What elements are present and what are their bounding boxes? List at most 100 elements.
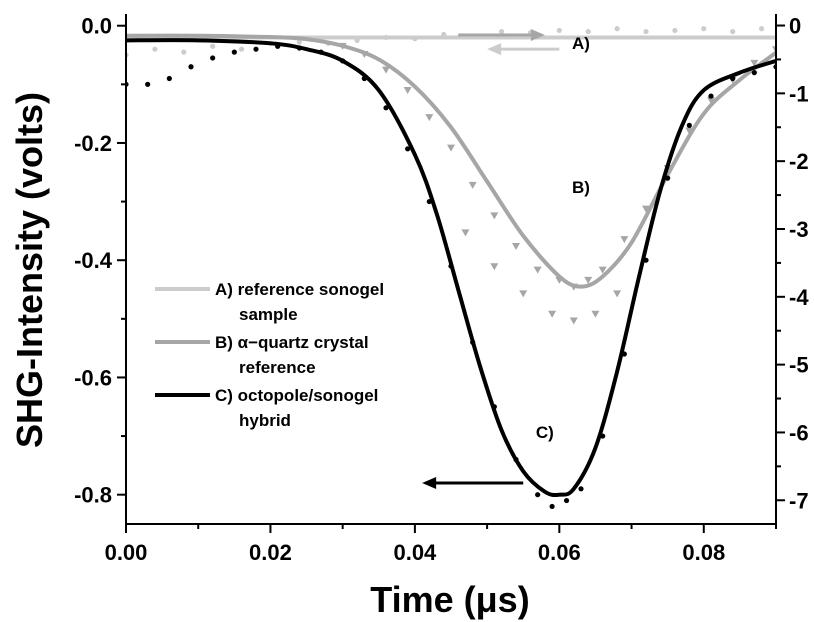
series-B-point xyxy=(490,212,499,220)
series-A-point xyxy=(441,31,447,38)
series-B-point xyxy=(555,276,564,284)
plot-area xyxy=(126,26,776,510)
series-B-point xyxy=(512,242,520,250)
series-C-point xyxy=(383,105,389,111)
series-B-extra-point xyxy=(613,290,622,298)
series-C-point xyxy=(751,70,757,76)
series-B-point xyxy=(382,66,390,74)
x-tick-label: 0.02 xyxy=(249,540,292,565)
series-C-point xyxy=(426,198,432,205)
series-A-point xyxy=(152,46,158,52)
y-tick-label: -0.6 xyxy=(74,365,112,390)
series-B-extra-point xyxy=(591,310,600,318)
series-C-point xyxy=(145,81,151,87)
series-B-point xyxy=(642,205,650,213)
y-tick-label: -0.2 xyxy=(74,131,112,156)
series-C-fit-line xyxy=(126,38,776,498)
series-C-point xyxy=(405,146,411,152)
x-axis-title: Time (μs) xyxy=(370,579,529,620)
series-B-point xyxy=(360,51,369,59)
series-A-point xyxy=(643,28,649,35)
series-B-point xyxy=(569,283,578,291)
series-C-point xyxy=(665,175,671,181)
legend-label-A-0: A) reference sonogel xyxy=(215,280,384,299)
series-C-point xyxy=(470,339,476,345)
series-C-point xyxy=(643,257,649,263)
series-A-point xyxy=(614,26,620,32)
y2-tick-label: -3 xyxy=(789,217,809,242)
legend-label-B-0: B) α−quartz crystal xyxy=(215,333,369,352)
series-B-point xyxy=(533,266,542,274)
series-C-point xyxy=(491,404,497,410)
series-A-point xyxy=(181,49,187,55)
series-B-point xyxy=(707,97,715,105)
series-C-point xyxy=(730,75,736,82)
series-B-extra-point xyxy=(490,263,499,271)
series-A-point xyxy=(556,27,562,34)
arrow-B-head xyxy=(530,29,545,42)
series-B-point xyxy=(468,181,477,189)
series-C-point xyxy=(296,45,302,51)
series-B-point xyxy=(598,266,607,274)
series-B-point xyxy=(447,144,455,152)
series-B-point xyxy=(425,114,434,122)
x-tick-label: 0.00 xyxy=(105,540,148,565)
series-A-point xyxy=(585,28,591,35)
y2-tick-label: -2 xyxy=(789,149,809,174)
series-A-point xyxy=(412,36,418,42)
series-C-point xyxy=(563,497,570,504)
series-A-point xyxy=(354,37,360,43)
series-B-extra-point xyxy=(548,310,557,318)
series-C-point xyxy=(188,64,194,70)
series-C-point xyxy=(549,503,555,510)
series-B-extra-point xyxy=(569,317,578,325)
y2-tick-label: -4 xyxy=(789,285,809,310)
series-B-point xyxy=(620,236,629,244)
series-A-point xyxy=(296,39,302,45)
series-C-point xyxy=(318,49,324,55)
series-B-point xyxy=(338,42,347,50)
series-A-point xyxy=(210,43,216,49)
x-tick-label: 0.08 xyxy=(682,540,725,565)
series-C-point xyxy=(708,93,714,99)
series-C-point xyxy=(253,46,259,52)
legend-label-C-0: C) octopole/sonogel xyxy=(215,386,378,405)
series-B-point xyxy=(584,276,593,284)
series-C-point xyxy=(210,55,216,61)
series-A-point xyxy=(383,34,389,41)
y-tick-label: -0.8 xyxy=(74,483,112,508)
series-C-point xyxy=(448,263,454,269)
series-A-point xyxy=(701,26,707,32)
series-B-point xyxy=(750,59,759,67)
series-A-point xyxy=(672,27,678,34)
series-C-point xyxy=(578,486,584,492)
series-C-point xyxy=(686,122,692,128)
y2-tick-label: -6 xyxy=(789,420,809,445)
arrow-A-head xyxy=(487,43,502,56)
annotation-B: B) xyxy=(572,178,590,197)
arrow-C-head xyxy=(422,476,437,489)
series-B-fit-line xyxy=(126,33,776,289)
series-C-point xyxy=(231,49,237,55)
series-A-point xyxy=(730,28,736,35)
series-B-extra-point xyxy=(461,229,470,237)
chart-axes: 0.00 0.02 0.04 0.06 0.08 0.0 -0.2 -0.4 -0.6 -0.8 0… xyxy=(74,14,809,565)
annotation-C: C) xyxy=(536,423,554,442)
x-tick-label: 0.04 xyxy=(393,540,437,565)
annotation-A: A) xyxy=(572,34,590,53)
y-tick-label: -0.4 xyxy=(74,248,113,273)
series-C-point xyxy=(513,456,519,463)
series-C-point xyxy=(340,58,346,64)
series-B-point xyxy=(685,127,694,135)
series-B-extra-point xyxy=(519,290,528,298)
series-C-point xyxy=(166,75,172,82)
legend: A) reference sonogel sample B) α−quartz cr… xyxy=(155,280,384,430)
series-A-point xyxy=(238,46,245,52)
annotations: A) B) C) xyxy=(422,29,590,489)
y2-tick-label: 0 xyxy=(789,14,801,39)
series-C-point xyxy=(361,75,367,82)
legend-label-A-1: sample xyxy=(239,305,298,324)
legend-label-C-1: hybrid xyxy=(239,411,291,430)
series-C-point xyxy=(600,433,606,439)
